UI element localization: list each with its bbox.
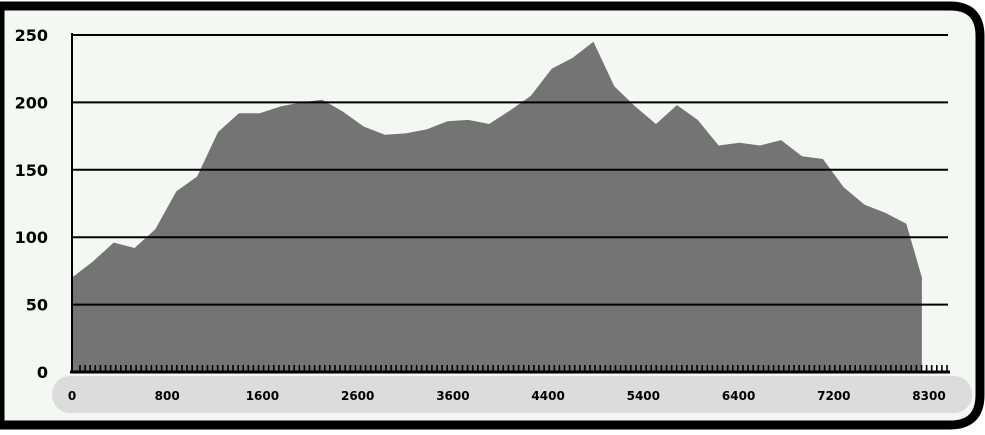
y-tick-label: 0: [37, 363, 48, 382]
area-layer: [72, 41, 922, 372]
y-tick-label: 100: [15, 228, 48, 247]
y-tick-label: 200: [15, 93, 48, 112]
x-tick-label: 1600: [246, 389, 279, 403]
x-tick-label: 0: [68, 389, 76, 403]
x-tick-label: 2600: [341, 389, 374, 403]
x-tick-band: [52, 376, 972, 413]
x-tick-label: 7200: [817, 389, 850, 403]
y-tick-label: 150: [15, 161, 48, 180]
x-tick-label: 4400: [531, 389, 564, 403]
x-tick-label: 800: [155, 389, 180, 403]
y-tick-label: 250: [15, 26, 48, 45]
grid-layer: [72, 34, 948, 306]
y-tick-label: 50: [26, 296, 48, 315]
y-tick-labels: 0 50 100 150 200 250: [15, 26, 48, 382]
area-series: [72, 41, 922, 372]
x-tick-label: 8300: [912, 389, 945, 403]
x-tick-label: 3600: [436, 389, 469, 403]
x-tick-label: 5400: [627, 389, 660, 403]
x-tick-label: 6400: [722, 389, 755, 403]
x-tick-labels: 0 800 1600 2600 3600 4400 5400 6400 7200 8300: [68, 389, 946, 403]
axis-layer: [70, 33, 950, 374]
